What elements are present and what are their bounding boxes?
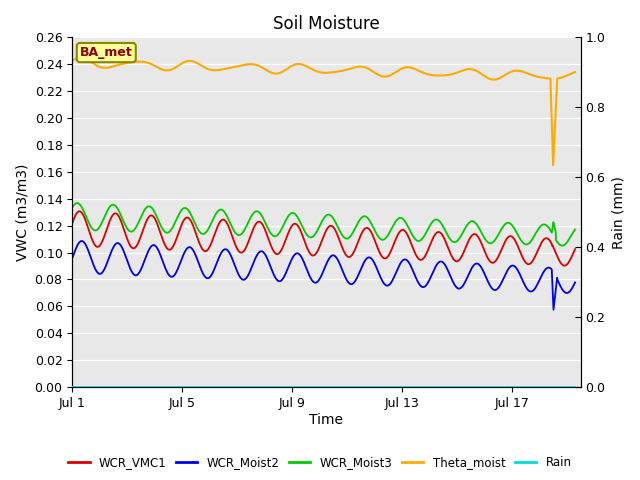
WCR_Moist3 — [87, 224, 95, 230]
WCR_Moist3 — [572, 227, 579, 232]
Line: WCR_Moist3: WCR_Moist3 — [72, 203, 575, 246]
Line: WCR_Moist2: WCR_Moist2 — [72, 241, 575, 310]
Text: BA_met: BA_met — [80, 46, 132, 59]
Y-axis label: Rain (mm): Rain (mm) — [611, 176, 625, 249]
Rain — [189, 384, 197, 390]
Line: Theta_moist: Theta_moist — [72, 58, 575, 165]
WCR_VMC1 — [79, 212, 87, 217]
Rain — [238, 384, 246, 390]
WCR_VMC1 — [173, 234, 181, 240]
Theta_moist — [87, 59, 95, 65]
Theta_moist — [79, 55, 87, 61]
Theta_moist — [254, 63, 262, 69]
WCR_Moist2 — [254, 251, 262, 256]
WCR_VMC1 — [76, 208, 83, 214]
WCR_Moist2 — [68, 255, 76, 261]
WCR_VMC1 — [87, 234, 95, 240]
WCR_VMC1 — [561, 263, 568, 268]
Theta_moist — [68, 58, 76, 63]
WCR_Moist2 — [550, 307, 557, 312]
Title: Soil Moisture: Soil Moisture — [273, 15, 380, 33]
WCR_Moist2 — [87, 255, 95, 261]
Theta_moist — [173, 64, 181, 70]
WCR_VMC1 — [68, 220, 76, 226]
Rain — [572, 384, 579, 390]
WCR_Moist3 — [79, 206, 87, 212]
Legend: WCR_VMC1, WCR_Moist2, WCR_Moist3, Theta_moist, Rain: WCR_VMC1, WCR_Moist2, WCR_Moist3, Theta_… — [63, 452, 577, 474]
WCR_VMC1 — [254, 219, 262, 225]
Theta_moist — [572, 69, 579, 75]
WCR_Moist3 — [74, 200, 81, 206]
WCR_Moist3 — [189, 217, 197, 223]
WCR_Moist2 — [572, 279, 579, 285]
Rain — [79, 384, 86, 390]
Rain — [173, 384, 180, 390]
Rain — [87, 384, 95, 390]
WCR_Moist3 — [173, 216, 181, 221]
Line: WCR_VMC1: WCR_VMC1 — [72, 211, 575, 265]
Theta_moist — [238, 62, 246, 68]
WCR_Moist3 — [254, 209, 262, 215]
Rain — [68, 384, 76, 390]
Theta_moist — [549, 162, 557, 168]
WCR_VMC1 — [238, 250, 246, 255]
WCR_Moist2 — [189, 248, 197, 253]
Y-axis label: VWC (m3/m3): VWC (m3/m3) — [15, 164, 29, 261]
WCR_Moist3 — [68, 204, 76, 210]
WCR_VMC1 — [189, 224, 197, 229]
WCR_Moist3 — [238, 230, 246, 236]
WCR_Moist2 — [79, 239, 87, 244]
Theta_moist — [77, 55, 84, 60]
WCR_Moist2 — [238, 276, 246, 282]
WCR_Moist2 — [173, 268, 181, 274]
WCR_Moist2 — [78, 238, 86, 244]
WCR_VMC1 — [572, 246, 579, 252]
WCR_Moist3 — [558, 243, 566, 249]
Theta_moist — [189, 59, 197, 64]
X-axis label: Time: Time — [309, 413, 344, 427]
Rain — [254, 384, 262, 390]
